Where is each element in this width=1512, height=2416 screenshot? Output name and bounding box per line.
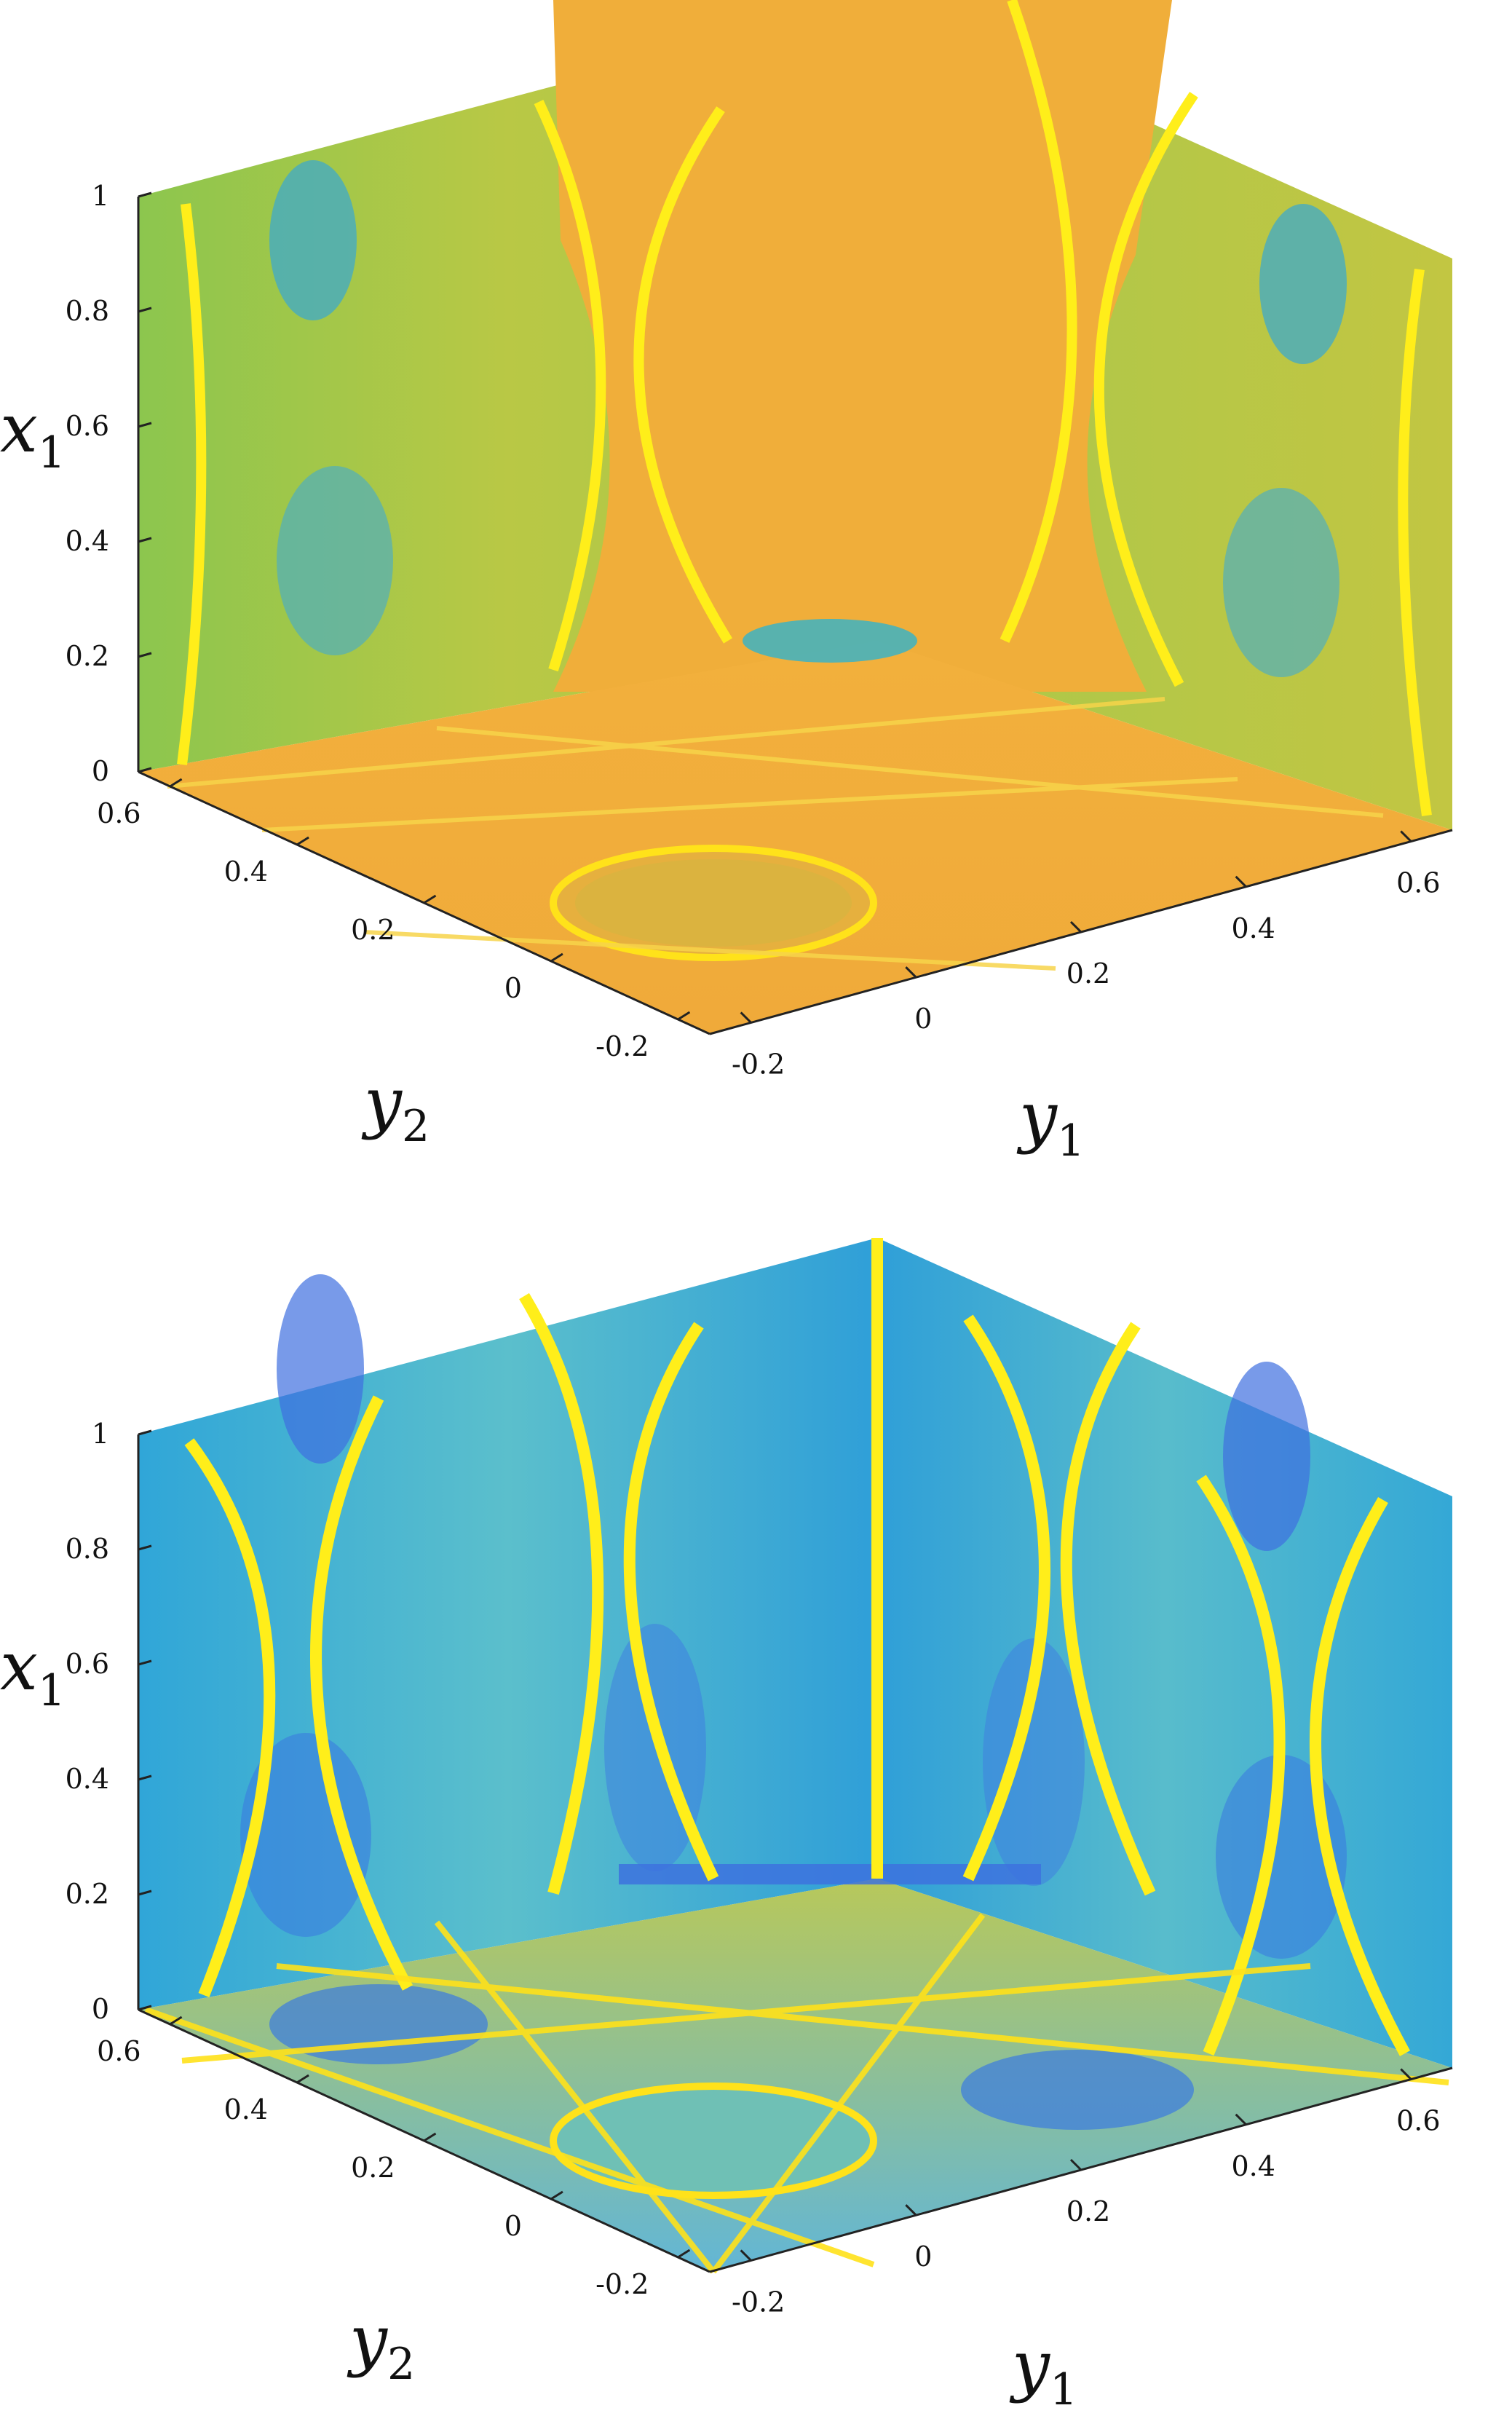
floor-streaks <box>144 1913 1449 2274</box>
y1-tick-mark <box>1235 2113 1247 2125</box>
y2-tick-label: 0.4 <box>224 2093 268 2125</box>
x1-tick-label: 0.6 <box>66 410 109 442</box>
y2-tick-label: 0.6 <box>97 2035 140 2067</box>
y1-tick-label: 0.2 <box>1066 958 1110 990</box>
x1-tick-mark <box>138 767 152 773</box>
x1-tick-mark <box>138 1429 152 1436</box>
y1-tick-label: 0.6 <box>1396 867 1440 899</box>
y1-axis-label: y1 <box>1009 2326 1077 2410</box>
right-wall-lower-eddy <box>1223 488 1339 677</box>
y1-tick-label: -0.2 <box>732 2286 785 2318</box>
floor-slice <box>138 641 1452 1034</box>
x1-axis-label: x1 <box>0 390 66 478</box>
y2-axis-label: y2 <box>347 2301 415 2390</box>
y2-tick-label: -0.2 <box>595 2268 649 2300</box>
y2-tick-mark <box>423 2132 437 2142</box>
x1-tick-mark <box>138 1890 152 1896</box>
y1-tick-mark <box>1235 875 1247 888</box>
x1-tick-mark <box>138 1659 152 1666</box>
x1-tick-mark <box>138 422 152 428</box>
x1-tick-label: 0.4 <box>66 525 109 557</box>
floor-streaks <box>167 697 1384 971</box>
y1-tick-label: 0.2 <box>1066 2195 1110 2227</box>
right-wall-upper-core <box>1223 1362 1310 1551</box>
floor-left-core <box>269 1984 488 2064</box>
y1-tick-mark <box>740 1011 752 1024</box>
x1-tick-label: 0.2 <box>66 1878 109 1910</box>
y2-tick-mark <box>296 2074 309 2084</box>
y1-tick-mark <box>740 2249 752 2262</box>
left-wall-lower-eddy <box>277 466 393 655</box>
x1-tick-mark <box>138 652 152 658</box>
y1-tick-mark <box>1069 2158 1082 2171</box>
y2-tick-label: -0.2 <box>595 1030 649 1062</box>
left-wall-lower-core <box>240 1733 371 1937</box>
x1-tick-label: 0 <box>92 1993 109 2025</box>
y1-tick-mark <box>1069 920 1082 933</box>
y1-tick-mark <box>905 966 917 979</box>
floor-ellipse-inner <box>575 859 852 947</box>
y2-tick-mark <box>169 2016 183 2026</box>
central-corridor-slice <box>553 0 1172 692</box>
y1-tick-label: 0 <box>914 1003 932 1035</box>
y1-tick-label: 0.4 <box>1231 2150 1275 2182</box>
x1-tick-label: 1 <box>92 180 109 212</box>
y1-axis-label: y1 <box>1016 1078 1085 1166</box>
center-right-core <box>983 1638 1085 1886</box>
x1-tick-mark <box>138 192 152 198</box>
back-floor-eddy <box>743 619 917 663</box>
y2-tick-mark <box>550 952 563 963</box>
x1-tick-mark <box>138 537 152 543</box>
x1-tick-label: 0.8 <box>66 295 109 327</box>
floor-right-core <box>961 2050 1194 2130</box>
x1-tick-mark <box>138 1775 152 1781</box>
x1-tick-label: 0.6 <box>66 1648 109 1680</box>
y2-tick-mark <box>169 778 183 788</box>
y2-tick-mark <box>296 836 309 846</box>
left-wall-upper-eddy <box>269 160 357 320</box>
right-wall-upper-eddy <box>1259 204 1347 364</box>
x1-tick-label: 0.2 <box>66 640 109 672</box>
y1-tick-label: 0.6 <box>1396 2105 1440 2137</box>
floor-slice <box>138 1879 1452 2272</box>
top-panel-chart: 0 0.2 0.4 0.6 0.8 1 -0.2 0 0.2 0.4 0.6 -0.2 0 0.2 0.4 0… <box>0 0 1453 1166</box>
y1-tick-label: -0.2 <box>732 1048 785 1080</box>
floor-ellipse <box>550 2083 877 2199</box>
separatrix-curves <box>184 1238 1411 2056</box>
y2-axis-label: y2 <box>361 1063 430 1152</box>
x1-tick-label: 0 <box>92 755 109 787</box>
x1-tick-label: 0.4 <box>66 1763 109 1795</box>
y2-tick-mark <box>677 1011 691 1021</box>
x1-tick-mark <box>138 2005 152 2011</box>
bottom-panel-chart: 0 0.2 0.4 0.6 0.8 1 -0.2 0 0.2 0.4 0.6 -0.2 0 0.2 0.4 0… <box>0 1238 1453 2410</box>
x1-tick-label: 1 <box>92 1418 109 1450</box>
y2-tick-label: 0 <box>504 972 522 1004</box>
y1-tick-mark <box>1400 830 1412 842</box>
y2-tick-mark <box>550 2190 563 2200</box>
separatrix-curves <box>177 0 1432 816</box>
y1-tick-mark <box>905 2204 917 2216</box>
x1-tick-label: 0.8 <box>66 1533 109 1565</box>
y2-tick-mark <box>423 894 437 904</box>
left-wall-slice <box>138 1238 877 2010</box>
y2-tick-label: 0.2 <box>351 914 395 946</box>
x1-axis-label: x1 <box>0 1627 66 1716</box>
y2-tick-label: 0.6 <box>97 797 140 829</box>
x1-tick-mark <box>138 1544 152 1551</box>
y1-tick-label: 0.4 <box>1231 912 1275 944</box>
y2-tick-label: 0.4 <box>224 856 268 888</box>
x1-tick-mark <box>138 307 152 313</box>
left-wall-upper-core <box>277 1274 364 1464</box>
y2-tick-mark <box>677 2249 691 2259</box>
y2-tick-label: 0 <box>504 2210 522 2242</box>
y1-tick-mark <box>1400 2068 1412 2080</box>
y2-tick-label: 0.2 <box>351 2152 395 2184</box>
y1-tick-label: 0 <box>914 2241 932 2273</box>
